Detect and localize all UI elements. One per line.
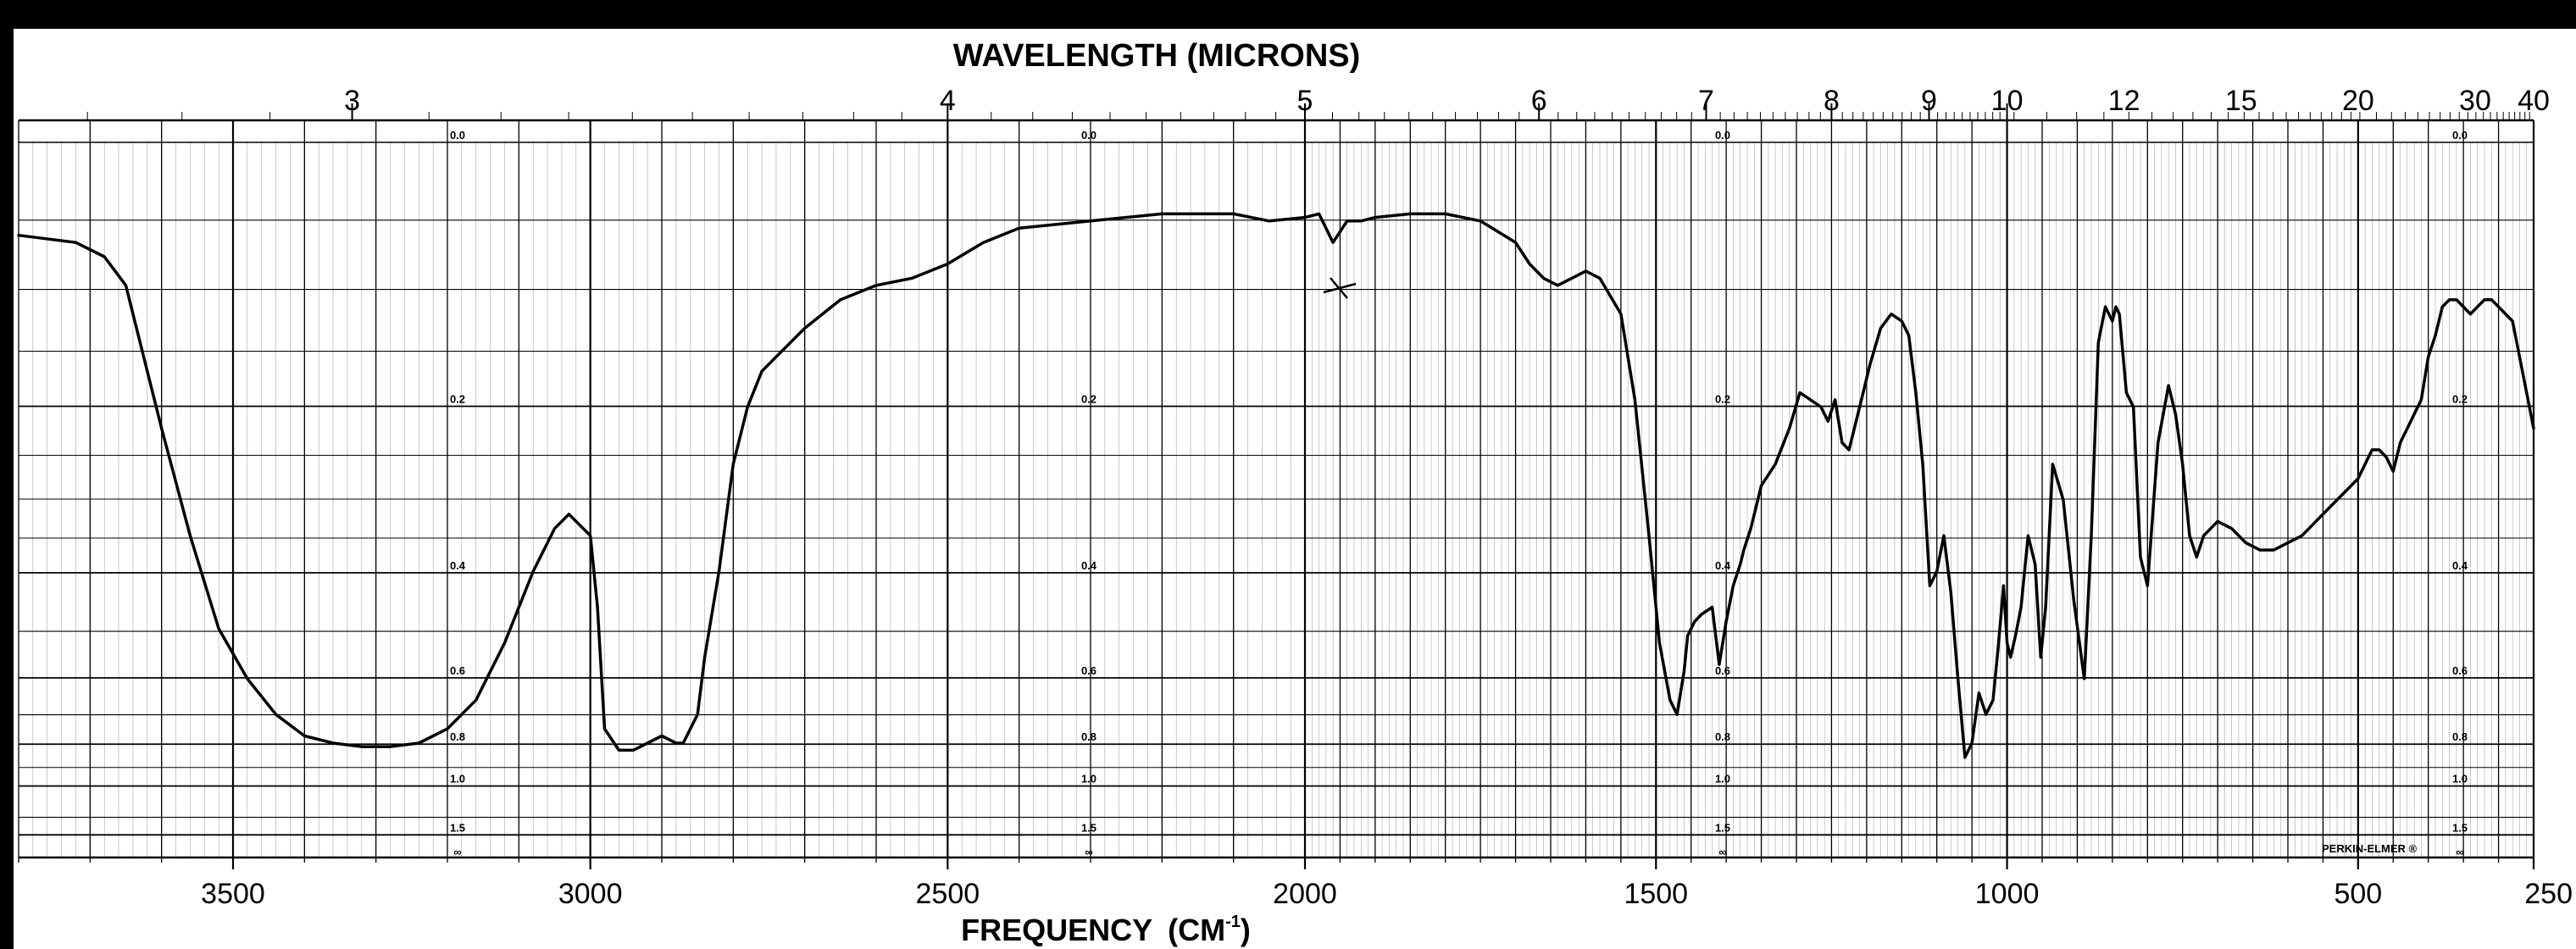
absorbance-label: 1.0: [1081, 773, 1096, 785]
absorbance-label: 0.2: [2452, 392, 2468, 405]
frequency-axis-unit-exponent: -1: [1225, 913, 1241, 931]
frequency-axis-unit: (CM: [1168, 913, 1225, 947]
wavelength-tick-label: 4: [940, 85, 956, 117]
absorbance-label: 1.5: [450, 821, 465, 834]
absorbance-label: 0.8: [1715, 730, 1730, 743]
absorbance-label: ∞: [1085, 846, 1092, 858]
wavelength-tick-marks: [86, 103, 2530, 120]
spectrum-trace: [17, 212, 2535, 759]
absorbance-label: ∞: [453, 846, 461, 858]
wavelength-tick-label: 8: [1824, 85, 1840, 117]
pen-mark-annotation: [1323, 277, 1357, 299]
absorbance-label: 0.6: [450, 664, 465, 677]
left-black-edge: [0, 0, 14, 949]
absorbance-labels: 0.0 0.2 0.4 0.6 0.8 1.0 1.5 ∞ 0.0 0.2 0.4 0.6 0.8 1.0…: [450, 129, 2468, 858]
wavelength-tick-label: 5: [1297, 85, 1313, 117]
wavelength-tick-label: 6: [1531, 85, 1547, 117]
frequency-axis-title: FREQUENCY (CM-1): [961, 913, 1251, 947]
top-black-band: [0, 0, 2576, 29]
frequency-axis-unit-close: ): [1241, 913, 1251, 947]
absorbance-label: 0.8: [2452, 730, 2468, 743]
absorbance-label: 0.4: [450, 559, 466, 572]
wavelength-tick-label: 12: [2108, 85, 2140, 117]
absorbance-label: 0.6: [1715, 664, 1730, 677]
wavelength-tick-label: 3: [344, 85, 360, 117]
absorbance-label: 0.2: [450, 392, 465, 405]
absorbance-label: 0.8: [1081, 730, 1096, 743]
absorbance-label: 0.8: [450, 730, 465, 743]
absorbance-label: 0.2: [1081, 392, 1096, 405]
absorbance-label: 0.6: [2452, 664, 2468, 677]
frequency-tick-label: 3500: [201, 878, 265, 910]
wavelength-tick-label: 30: [2459, 85, 2491, 117]
frequency-tick-label: 250: [2524, 878, 2573, 910]
wavelength-tick-label: 7: [1698, 85, 1714, 117]
absorbance-label: 0.0: [450, 129, 465, 142]
absorbance-label: 0.0: [1081, 129, 1096, 142]
wavelength-tick-label: 10: [1991, 85, 2024, 117]
absorbance-label: 0.0: [1715, 129, 1730, 142]
absorbance-label: ∞: [1718, 846, 1726, 858]
frequency-tick-labels: 3500 3000 2500 2000 1500 1000 500 250: [201, 878, 2573, 910]
wavelength-tick-label: 15: [2225, 85, 2257, 117]
frequency-axis-label: FREQUENCY: [961, 913, 1152, 947]
wavelength-tick-label: 20: [2342, 85, 2374, 117]
absorbance-label: 0.4: [2452, 559, 2468, 572]
absorbance-label: 0.0: [2452, 129, 2468, 142]
wavelength-tick-label: 9: [1921, 85, 1937, 117]
absorbance-label: 0.4: [1081, 559, 1097, 572]
frequency-tick-label: 1000: [1975, 878, 2040, 910]
absorbance-label: 1.0: [450, 773, 465, 785]
absorbance-label: ∞: [2456, 846, 2463, 858]
frequency-tick-label: 2000: [1273, 878, 1337, 910]
frequency-tick-label: 500: [2334, 878, 2382, 910]
absorbance-label: 1.5: [1715, 821, 1730, 834]
perkin-elmer-brand: PERKIN-ELMER ®: [2322, 842, 2418, 855]
frequency-tick-label: 2500: [916, 878, 980, 910]
absorbance-label: 0.6: [1081, 664, 1096, 677]
absorbance-label: 1.5: [2452, 821, 2468, 834]
absorbance-label: 0.4: [1715, 559, 1731, 572]
wavelength-tick-labels: 3 4 5 6 7 8 9 10 12 15 20 30 40: [344, 85, 2550, 117]
frequency-tick-label: 1500: [1624, 878, 1688, 910]
wavelength-tick-label: 40: [2518, 85, 2550, 117]
absorbance-label: 1.5: [1081, 821, 1096, 834]
wavelength-axis-title: WAVELENGTH (MICRONS): [953, 38, 1361, 74]
absorbance-label: 1.0: [2452, 773, 2468, 785]
frequency-tick-label: 3000: [558, 878, 623, 910]
absorbance-grid: [19, 219, 2534, 836]
absorbance-label: 0.2: [1715, 392, 1730, 405]
absorbance-label: 1.0: [1715, 773, 1730, 785]
